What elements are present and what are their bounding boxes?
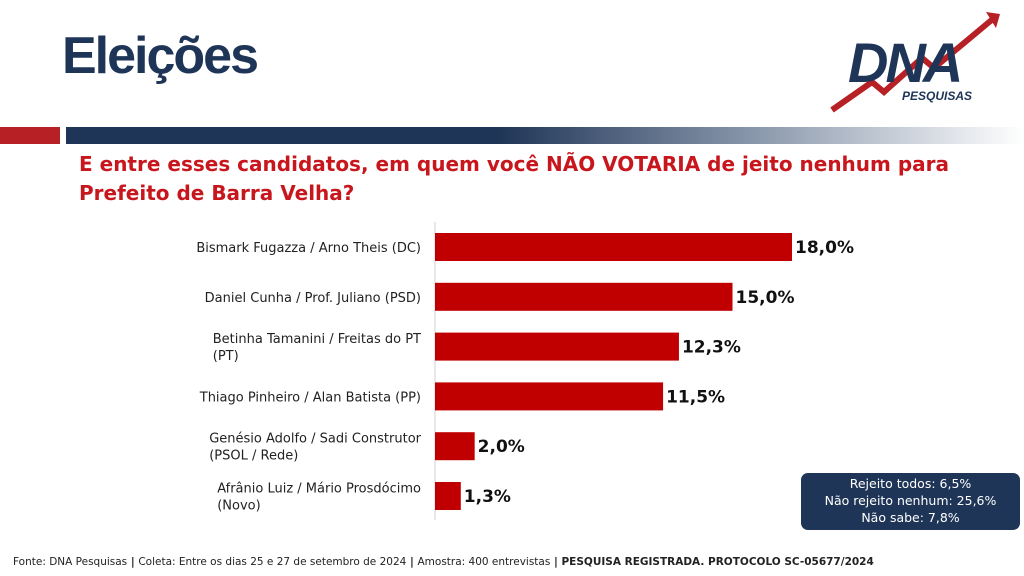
footer-separator: | [406, 556, 418, 568]
bar [435, 482, 461, 510]
page-title: Eleições [62, 27, 259, 85]
footer-source-label: Fonte: DNA Pesquisas [13, 556, 128, 568]
footer-source: Fonte: DNA Pesquisas | Coleta: Entre os … [13, 556, 874, 568]
bar [435, 332, 679, 361]
category-label: Thiago Pinheiro / Alan Batista (PP) [199, 390, 421, 405]
logo-arrow-icon [986, 12, 1000, 28]
category-label: Bismark Fugazza / Arno Theis (DC) [196, 241, 421, 256]
footer-separator: | [550, 556, 562, 568]
header-divider-accent [0, 127, 60, 144]
bar [435, 382, 664, 411]
category-label: (PT) [213, 349, 239, 364]
category-label: Daniel Cunha / Prof. Juliano (PSD) [205, 291, 421, 306]
bar-value-label: 11,5% [666, 387, 725, 407]
footer-collection: Coleta: Entre os dias 25 e 27 de setembr… [138, 556, 407, 568]
category-label: Betinha Tamanini / Freitas do PT [213, 332, 421, 347]
bar [435, 432, 475, 461]
bar-value-label: 15,0% [736, 288, 795, 308]
category-label: Genésio Adolfo / Sadi Construtor [209, 432, 421, 447]
category-label: (PSOL / Rede) [209, 449, 298, 464]
note-reject-all: Rejeito todos: 6,5% [849, 476, 972, 491]
bar-value-label: 1,3% [464, 487, 511, 507]
bar-value-label: 18,0% [795, 238, 854, 258]
other-answers-box: Rejeito todos: 6,5% Não rejeito nenhum: … [801, 473, 1020, 530]
footer-separator: | [127, 556, 139, 568]
logo-subtext: PESQUISAS [902, 89, 972, 103]
note-reject-none: Não rejeito nenhum: 25,6% [824, 493, 997, 508]
header-divider-bar [66, 127, 1024, 144]
bar [435, 282, 733, 311]
bar-value-label: 2,0% [478, 437, 525, 457]
footer-registration: PESQUISA REGISTRADA. PROTOCOLO SC-05677/… [561, 556, 874, 568]
category-label: Afrânio Luiz / Mário Prosdócimo [217, 482, 421, 497]
bar-value-label: 12,3% [682, 338, 741, 358]
dna-logo: DNA PESQUISAS [830, 12, 1000, 113]
note-dont-know: Não sabe: 7,8% [861, 510, 960, 525]
logo-text: DNA [848, 31, 960, 94]
logo-trend-line-icon [830, 15, 996, 113]
question-text: E entre esses candidatos, em quem você N… [79, 152, 950, 205]
category-label: (Novo) [217, 499, 260, 514]
footer-sample: Amostra: 400 entrevistas [417, 556, 551, 568]
bar [435, 233, 792, 261]
